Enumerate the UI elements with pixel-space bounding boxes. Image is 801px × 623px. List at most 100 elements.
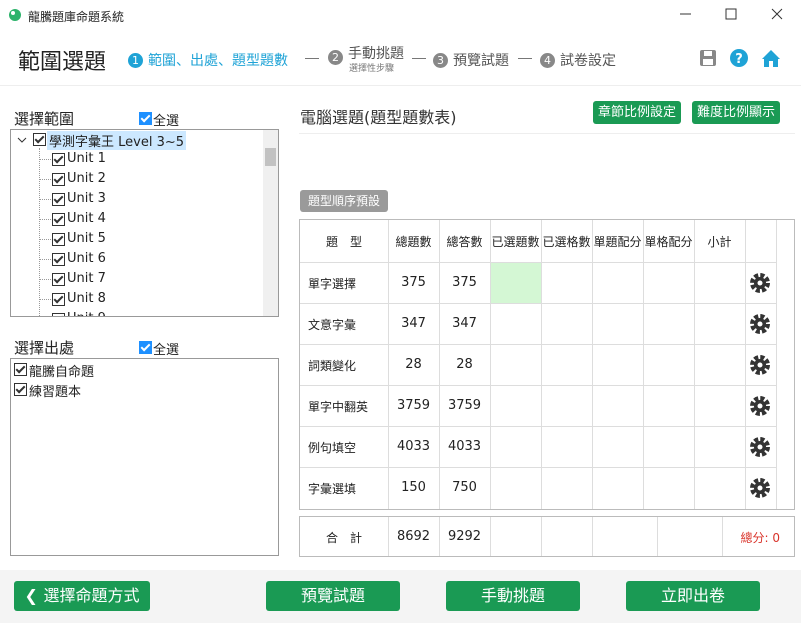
tree-item[interactable]: Unit 8 [67, 291, 106, 306]
button[interactable]: 題型順序預設 [300, 190, 388, 212]
step-number: 1 [128, 53, 143, 68]
tree-item[interactable]: Unit 9 [67, 311, 106, 316]
tree-item[interactable]: Unit 3 [67, 191, 106, 206]
checkbox[interactable] [52, 313, 65, 316]
scroll-thumb[interactable] [265, 148, 276, 166]
checkbox[interactable] [52, 293, 65, 306]
number-cell: 4033 [396, 439, 431, 454]
column-header: 總題數 [395, 235, 432, 249]
tree-item[interactable]: Unit 1 [67, 151, 106, 166]
settings-gear[interactable] [749, 436, 771, 458]
column-line [388, 517, 389, 556]
separator [412, 58, 426, 59]
window-controls[interactable] [670, 0, 801, 30]
column-header: 題 型 [325, 235, 362, 249]
panel-title: 電腦選題(題型題數表) [300, 108, 457, 127]
button[interactable]: 手動挑題 [446, 581, 580, 611]
button[interactable]: 難度比例顯示 [692, 101, 780, 124]
button[interactable]: 預覽試題 [266, 581, 400, 611]
checkbox[interactable] [52, 213, 65, 226]
settings-gear[interactable] [749, 354, 771, 376]
column-line [643, 220, 644, 509]
button[interactable]: 章節比例設定 [593, 101, 681, 124]
number-cell: 750 [452, 480, 477, 495]
step[interactable]: 1 範圍、出處、題型題數 [128, 50, 288, 70]
column-line [541, 220, 542, 509]
tree-root[interactable]: 學測字彙王 Level 3~5 [47, 131, 187, 150]
source-item[interactable]: 練習題本 [29, 385, 82, 400]
checkbox[interactable] [14, 383, 27, 396]
step-number: 2 [328, 50, 343, 65]
back-button[interactable]: ❮ 選擇命題方式 [14, 581, 150, 611]
column-header: 總答數 [446, 235, 483, 249]
app-icon [9, 9, 21, 21]
type-cell: 單字選擇 [308, 277, 357, 291]
settings-gear[interactable] [749, 395, 771, 417]
checkbox[interactable] [139, 112, 152, 125]
tree-item[interactable]: Unit 4 [67, 211, 106, 226]
select-all[interactable]: 全選 [153, 343, 180, 358]
type-cell: 文意字彙 [308, 318, 357, 332]
tree-item[interactable]: Unit 5 [67, 231, 106, 246]
tree-connector [39, 279, 51, 280]
separator [518, 58, 532, 59]
step-number: 3 [433, 53, 448, 68]
settings-gear[interactable] [749, 272, 771, 294]
source-item[interactable]: 龍騰自命題 [29, 365, 95, 380]
checkbox[interactable] [52, 193, 65, 206]
checkbox[interactable] [33, 133, 46, 146]
step[interactable]: 2 [328, 50, 348, 66]
tree-item[interactable]: Unit 2 [67, 171, 106, 186]
checkbox[interactable] [52, 173, 65, 186]
row-line [300, 385, 776, 386]
column-line [490, 220, 491, 509]
checkbox[interactable] [14, 363, 27, 376]
column-line [776, 220, 777, 509]
checkbox[interactable] [52, 253, 65, 266]
column-line [722, 517, 723, 556]
tree-item[interactable]: Unit 6 [67, 251, 106, 266]
column-header: 已選格數 [542, 235, 591, 249]
column-line [388, 220, 389, 509]
checkbox[interactable] [52, 233, 65, 246]
tree-connector [39, 219, 51, 220]
source-list: 龍騰自命題 練習題本 [10, 358, 279, 556]
tree-connector [39, 159, 51, 160]
header-icons[interactable]: ? [698, 48, 782, 70]
number-cell: 3759 [447, 398, 482, 413]
expand-toggle[interactable] [17, 136, 27, 144]
step[interactable]: 3 預覽試題 [433, 50, 509, 70]
scope-title: 選擇範圍 [14, 110, 75, 128]
column-line [694, 220, 695, 509]
row-line [300, 344, 776, 345]
separator [305, 58, 319, 59]
tree-connector [39, 179, 51, 180]
type-cell: 單字中翻英 [308, 400, 369, 414]
column-line [657, 517, 658, 556]
scrollbar[interactable] [263, 130, 278, 316]
source-title: 選擇出處 [14, 339, 75, 357]
total-answers: 9292 [447, 529, 482, 544]
settings-gear[interactable] [749, 313, 771, 335]
number-cell: 28 [405, 357, 422, 372]
tree-item[interactable]: Unit 7 [67, 271, 106, 286]
checkbox[interactable] [52, 153, 65, 166]
row-line [300, 467, 776, 468]
column-line [439, 220, 440, 509]
step[interactable]: 4 試卷設定 [540, 50, 616, 70]
checkbox[interactable] [52, 273, 65, 286]
select-all[interactable]: 全選 [153, 114, 180, 129]
row-line [300, 426, 776, 427]
tree-connector [39, 299, 51, 300]
scope-tree: 學測字彙王 Level 3~5 Unit 1 Unit 2 Unit 3 Unit 4… [10, 129, 279, 317]
chevron: ❮ [24, 586, 44, 605]
settings-gear[interactable] [749, 477, 771, 499]
button[interactable]: 立即出卷 [626, 581, 760, 611]
checkbox[interactable] [139, 341, 152, 354]
column-header: 單格配分 [644, 235, 693, 249]
divider [0, 85, 801, 86]
step-number: 4 [540, 53, 555, 68]
row-line [300, 303, 776, 304]
tree-connector [39, 239, 51, 240]
